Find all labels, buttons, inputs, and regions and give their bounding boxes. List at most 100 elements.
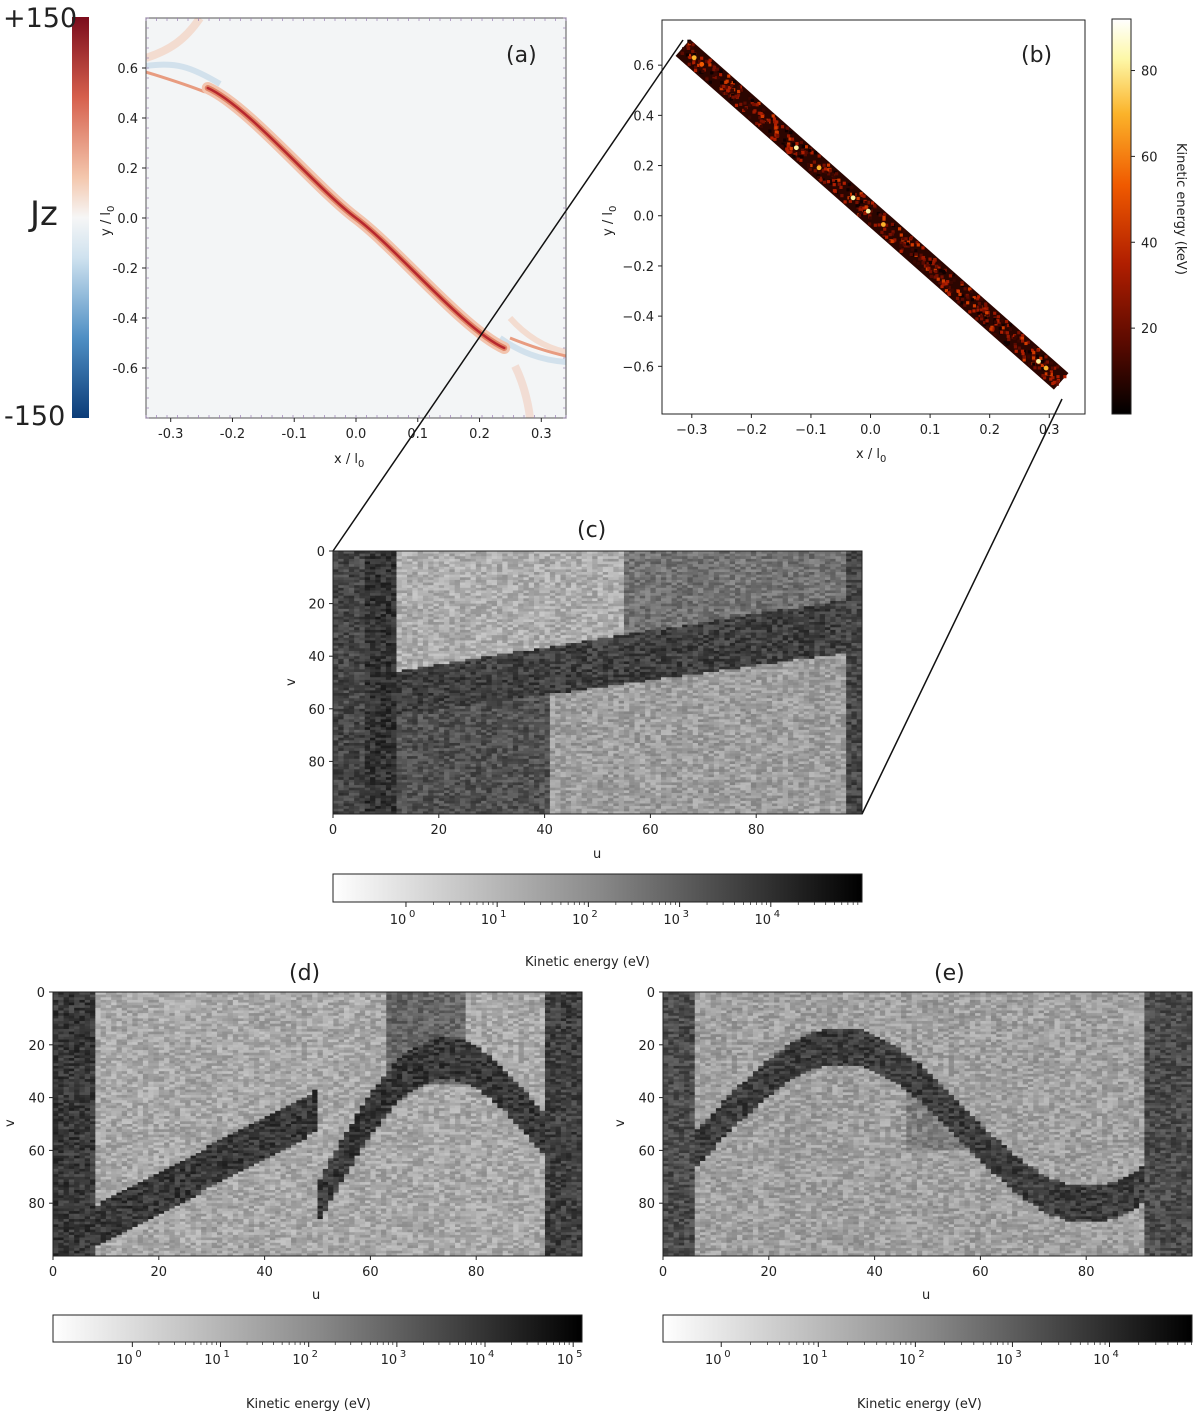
heatmap-cell <box>381 625 387 628</box>
heatmap-cell <box>592 630 598 633</box>
heatmap-cell <box>396 569 402 572</box>
energy-pixel <box>914 249 917 252</box>
heatmap-cell <box>545 567 551 570</box>
heatmap-cell <box>375 562 381 565</box>
heatmap-cell <box>777 554 783 557</box>
heatmap-cell <box>571 627 577 630</box>
heatmap-cell <box>746 604 752 607</box>
heatmap-cell <box>418 564 424 567</box>
heatmap-cell <box>444 556 450 559</box>
heatmap-cell <box>804 596 810 599</box>
heatmap-cell <box>412 596 418 599</box>
heatmap-cell <box>534 604 540 607</box>
heatmap-cell <box>825 640 831 643</box>
heatmap-cell <box>418 562 424 565</box>
heatmap-cell <box>508 633 514 636</box>
heatmap-cell <box>560 640 566 643</box>
heatmap-cell <box>555 585 561 588</box>
heatmap-cell <box>598 577 604 580</box>
panel-a-xlabel-sub: 0 <box>358 459 364 470</box>
heatmap-cell <box>539 609 545 612</box>
heatmap-cell <box>799 593 805 596</box>
heatmap-cell <box>783 596 789 599</box>
heatmap-cell <box>338 617 344 620</box>
heatmap-cell <box>767 635 773 638</box>
heatmap-cell <box>698 596 704 599</box>
heatmap-cell <box>497 580 503 583</box>
heatmap-cell <box>724 635 730 638</box>
heatmap-cell <box>825 562 831 565</box>
heatmap-cell <box>465 617 471 620</box>
energy-pixel <box>1047 372 1050 375</box>
heatmap-cell <box>598 593 604 596</box>
heatmap-cell <box>428 593 434 596</box>
heatmap-cell <box>830 611 836 614</box>
heatmap-cell <box>513 606 519 609</box>
energy-pixel <box>708 61 711 64</box>
heatmap-cell <box>804 622 810 625</box>
heatmap-cell <box>799 575 805 578</box>
heatmap-cell <box>455 609 461 612</box>
energy-pixel <box>1032 356 1035 359</box>
energy-pixel <box>985 311 988 314</box>
heatmap-cell <box>550 611 556 614</box>
heatmap-cell <box>391 554 397 557</box>
energy-pixel <box>949 274 952 277</box>
heatmap-cell <box>746 554 752 557</box>
heatmap-cell <box>846 585 852 588</box>
panel-c: (c) 0 20 40 60 80020406080 u v 10 0 10 1 10 2 10 3 1… <box>284 518 862 970</box>
heatmap-cell <box>534 593 540 596</box>
heatmap-cell <box>666 596 672 599</box>
heatmap-cell <box>391 617 397 620</box>
heatmap-cell <box>492 643 498 646</box>
heatmap-cell <box>555 622 561 625</box>
heatmap-cell <box>751 596 757 599</box>
heatmap-cell <box>730 559 736 562</box>
heatmap-cell <box>449 583 455 586</box>
heatmap-cell <box>545 638 551 641</box>
heatmap-cell <box>349 585 355 588</box>
heatmap-cell <box>788 596 794 599</box>
heatmap-cell <box>418 572 424 575</box>
heatmap-cell <box>767 622 773 625</box>
heatmap-cell <box>677 611 683 614</box>
heatmap-cell <box>650 614 656 617</box>
heatmap-cell <box>523 562 529 565</box>
heatmap-cell <box>672 567 678 570</box>
heatmap-cell <box>412 569 418 572</box>
heatmap-cell <box>476 617 482 620</box>
heatmap-cell <box>539 619 545 622</box>
heatmap-cell <box>814 604 820 607</box>
heatmap-cell <box>740 575 746 578</box>
heatmap-cell <box>439 580 445 583</box>
heatmap-cell <box>508 585 514 588</box>
heatmap-cell <box>497 617 503 620</box>
heatmap-cell <box>375 609 381 612</box>
heatmap-cell <box>555 593 561 596</box>
heatmap-cell <box>693 633 699 636</box>
heatmap-cell <box>386 572 392 575</box>
heatmap-cell <box>703 585 709 588</box>
heatmap-cell <box>344 554 350 557</box>
heatmap-cell <box>344 585 350 588</box>
heatmap-cell <box>682 572 688 575</box>
heatmap-cell <box>809 554 815 557</box>
energy-pixel <box>827 180 830 183</box>
heatmap-cell <box>344 575 350 578</box>
heatmap-cell <box>640 640 646 643</box>
heatmap-cell <box>635 609 641 612</box>
heatmap-cell <box>396 564 402 567</box>
heatmap-cell <box>624 559 630 562</box>
energy-pixel <box>1028 350 1031 353</box>
heatmap-cell <box>820 577 826 580</box>
heatmap-cell <box>566 577 572 580</box>
heatmap-cell <box>788 638 794 641</box>
heatmap-cell <box>756 622 762 625</box>
heatmap-cell <box>804 614 810 617</box>
heatmap-cell <box>381 622 387 625</box>
heatmap-cell <box>592 572 598 575</box>
heatmap-cell <box>719 559 725 562</box>
heatmap-cell <box>714 622 720 625</box>
energy-pixel <box>1038 366 1041 369</box>
heatmap-cell <box>396 630 402 633</box>
